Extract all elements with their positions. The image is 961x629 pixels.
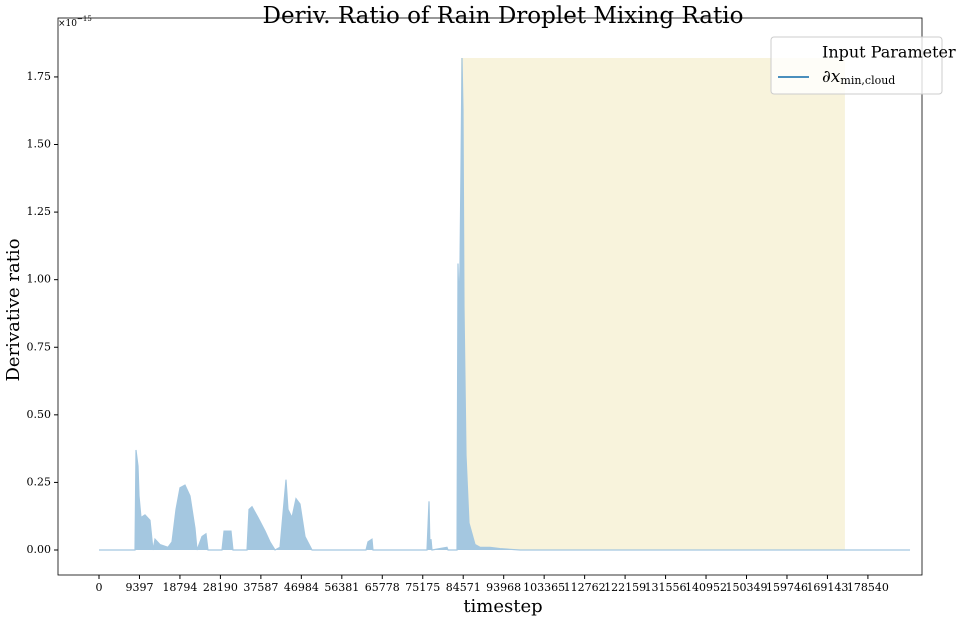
x-tick-label: 18794: [162, 581, 197, 594]
y-tick-label: 1.25: [27, 205, 52, 218]
x-tick-label: 84571: [446, 581, 481, 594]
x-tick-label: 65778: [365, 581, 400, 594]
y-offset-base: ×10: [58, 19, 77, 29]
x-tick-label: 122159: [604, 581, 646, 594]
series-line: [98, 57, 911, 551]
x-tick-label: 169143: [806, 581, 848, 594]
x-tick-label: 140952: [685, 581, 727, 594]
legend: Input Parameter ∂xmin,cloud: [770, 36, 956, 95]
plot-frame: [57, 17, 923, 576]
y-tick-label: 1.75: [27, 70, 52, 83]
x-tick-label: 150349: [725, 581, 767, 594]
legend-entry-name: ∂x: [822, 67, 841, 87]
chart-title: Deriv. Ratio of Rain Droplet Mixing Rati…: [263, 3, 744, 29]
x-tick-label: 112762: [564, 581, 606, 594]
y-tick-label: 0.00: [27, 543, 52, 556]
x-tick-label: 56381: [324, 581, 359, 594]
legend-title: Input Parameter: [822, 43, 956, 62]
x-tick-label: 46984: [284, 581, 319, 594]
y-tick-label: 0.25: [27, 475, 52, 488]
x-tick-label: 9397: [125, 581, 153, 594]
y-tick-label: 0.50: [27, 408, 52, 421]
x-axis-label: timestep: [463, 596, 542, 617]
x-tick-label: 75175: [405, 581, 440, 594]
x-tick-label: 178540: [847, 581, 889, 594]
x-tick-label: 131556: [645, 581, 687, 594]
y-tick-label: 1.50: [27, 138, 52, 151]
x-tick-label: 28190: [203, 581, 238, 594]
y-offset-label: ×10−15: [58, 15, 92, 29]
x-tick-label: 37587: [243, 581, 278, 594]
y-tick-label: 0.75: [27, 340, 52, 353]
x-tick-label: 0: [95, 581, 102, 594]
y-offset-exponent: −15: [77, 15, 92, 23]
highlight-span: [460, 58, 845, 550]
legend-entry: ∂xmin,cloud: [822, 67, 895, 88]
x-tick-label: 159746: [766, 581, 808, 594]
series-area: [98, 58, 911, 550]
x-tick-label: 93968: [486, 581, 521, 594]
legend-entry-subscript: min,cloud: [840, 74, 895, 87]
y-axis-label: Derivative ratio: [3, 238, 24, 381]
legend-box: [770, 36, 943, 95]
x-tick-label: 103365: [523, 581, 565, 594]
y-tick-label: 1.00: [27, 273, 52, 286]
